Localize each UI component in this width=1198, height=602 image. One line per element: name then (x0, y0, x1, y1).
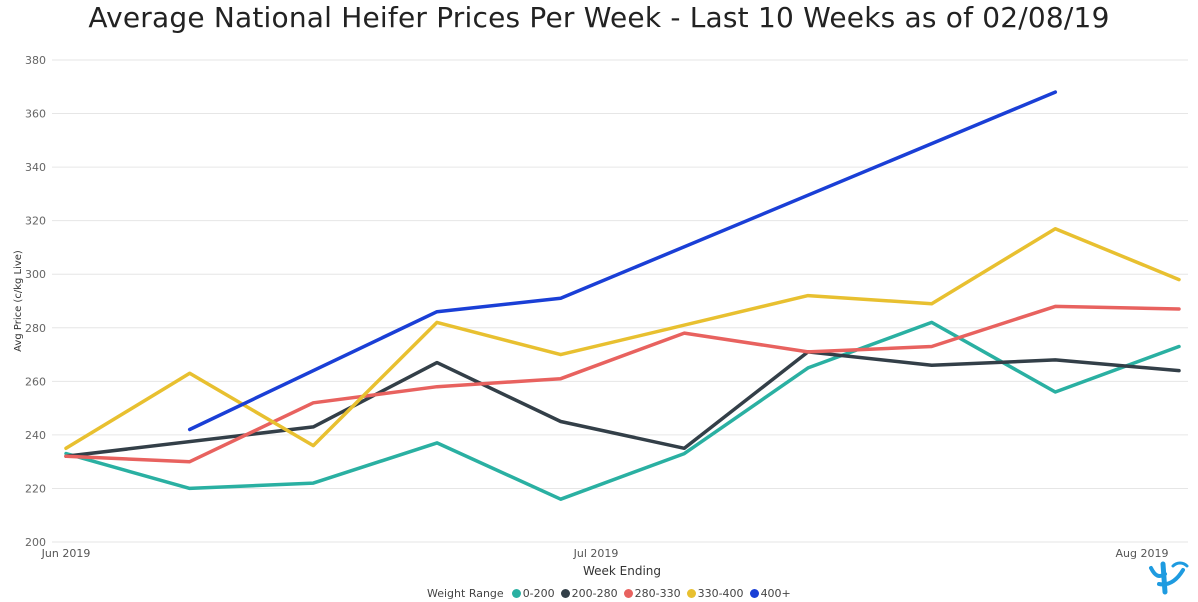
y-tick-label: 360 (25, 108, 46, 121)
y-tick-label: 220 (25, 482, 46, 495)
legend-label: 330-400 (697, 586, 744, 600)
y-tick-label: 320 (25, 215, 46, 228)
x-tick-label: Jul 2019 (573, 547, 619, 560)
y-tick-label: 280 (25, 322, 46, 335)
legend-item[interactable]: 0-200 (511, 586, 555, 600)
series-line-400+ (187, 90, 1058, 432)
y-tick-labels: 200 220 240 260 280 300 320 340 360 380 (25, 54, 46, 549)
legend-swatch (749, 588, 759, 598)
legend: Weight Range 0-200 200-280 280-330 330-400 4… (427, 586, 797, 600)
y-tick-label: 200 (25, 536, 46, 549)
x-tick-label: Jun 2019 (41, 547, 91, 560)
legend-item[interactable]: 400+ (749, 586, 791, 600)
y-tick-label: 300 (25, 268, 46, 281)
legend-label: 0-200 (522, 586, 555, 600)
series-line-0-200 (64, 320, 1181, 501)
legend-label: 280-330 (634, 586, 681, 600)
legend-item[interactable]: 280-330 (623, 586, 681, 600)
legend-item[interactable]: 200-280 (560, 586, 618, 600)
legend-swatch (560, 588, 570, 598)
y-axis-label: Avg Price (c/kg Live) (13, 250, 24, 352)
y-tick-label: 340 (25, 161, 46, 174)
x-tick-label: Aug 2019 (1116, 547, 1169, 560)
legend-item[interactable]: 330-400 (686, 586, 744, 600)
legend-label: 400+ (760, 586, 791, 600)
y-tick-label: 260 (25, 375, 46, 388)
grid-lines (52, 59, 1188, 543)
legend-swatch (623, 588, 633, 598)
legend-swatch (511, 588, 521, 598)
x-tick-labels: Jun 2019 Jul 2019 Aug 2019 (41, 547, 1169, 560)
y-tick-label: 240 (25, 429, 46, 442)
series-lines (64, 90, 1181, 501)
x-axis-label: Week Ending (583, 564, 661, 578)
legend-title: Weight Range (427, 586, 504, 600)
series-line-280-330 (64, 304, 1181, 464)
chart-title: Average National Heifer Prices Per Week … (88, 1, 1110, 34)
series-line-330-400 (64, 226, 1181, 451)
brand-logo-icon (1143, 558, 1193, 602)
legend-label: 200-280 (571, 586, 618, 600)
legend-swatch (686, 588, 696, 598)
y-tick-label: 380 (25, 54, 46, 67)
